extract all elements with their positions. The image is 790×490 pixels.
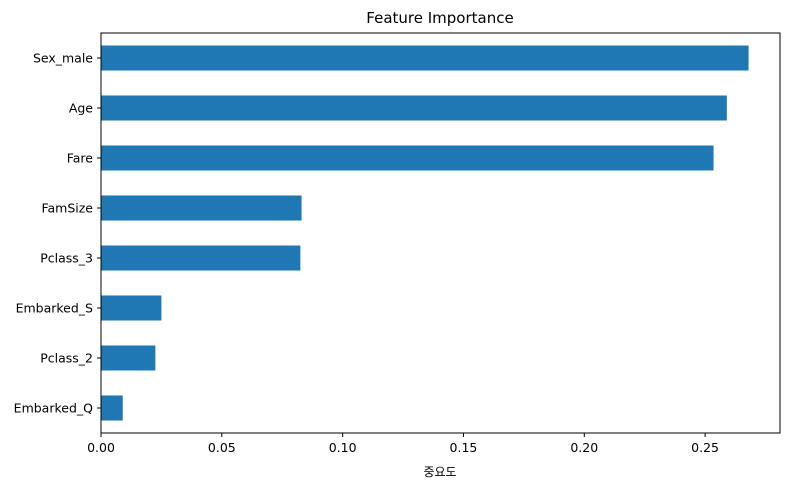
x-tick-label: 0.00 — [87, 440, 115, 455]
y-axis-ticks: Sex_male Age Fare FamSize Pclass_3 Embarked_S… — [14, 51, 101, 416]
plot-frame — [100, 32, 781, 434]
bar-famsize — [101, 195, 302, 221]
bar-fare — [101, 145, 714, 171]
bar-age — [101, 95, 727, 121]
bars-group — [101, 45, 749, 421]
y-tick-label: Pclass_3 — [40, 251, 93, 266]
chart-title: Feature Importance — [366, 9, 513, 27]
x-tick-label: 0.15 — [450, 440, 478, 455]
x-axis-ticks: 0.00 0.05 0.10 0.15 0.20 0.25 — [87, 433, 719, 455]
y-tick-label: Embarked_Q — [14, 401, 93, 416]
bar-pclass_2 — [101, 345, 156, 371]
x-axis-label: 중요도 — [423, 465, 456, 479]
x-tick-label: 0.05 — [208, 440, 236, 455]
y-tick-label: Fare — [67, 151, 94, 166]
y-tick-label: FamSize — [41, 201, 93, 216]
x-tick-label: 0.10 — [329, 440, 357, 455]
bar-pclass_3 — [101, 245, 301, 271]
y-tick-label: Age — [69, 101, 93, 116]
bar-sex_male — [101, 45, 749, 71]
x-tick-label: 0.20 — [570, 440, 598, 455]
bar-embarked_s — [101, 295, 162, 321]
y-tick-label: Pclass_2 — [40, 351, 93, 366]
bar-embarked_q — [101, 395, 123, 421]
x-tick-label: 0.25 — [691, 440, 719, 455]
y-tick-label: Sex_male — [33, 51, 93, 66]
y-tick-label: Embarked_S — [16, 301, 93, 316]
